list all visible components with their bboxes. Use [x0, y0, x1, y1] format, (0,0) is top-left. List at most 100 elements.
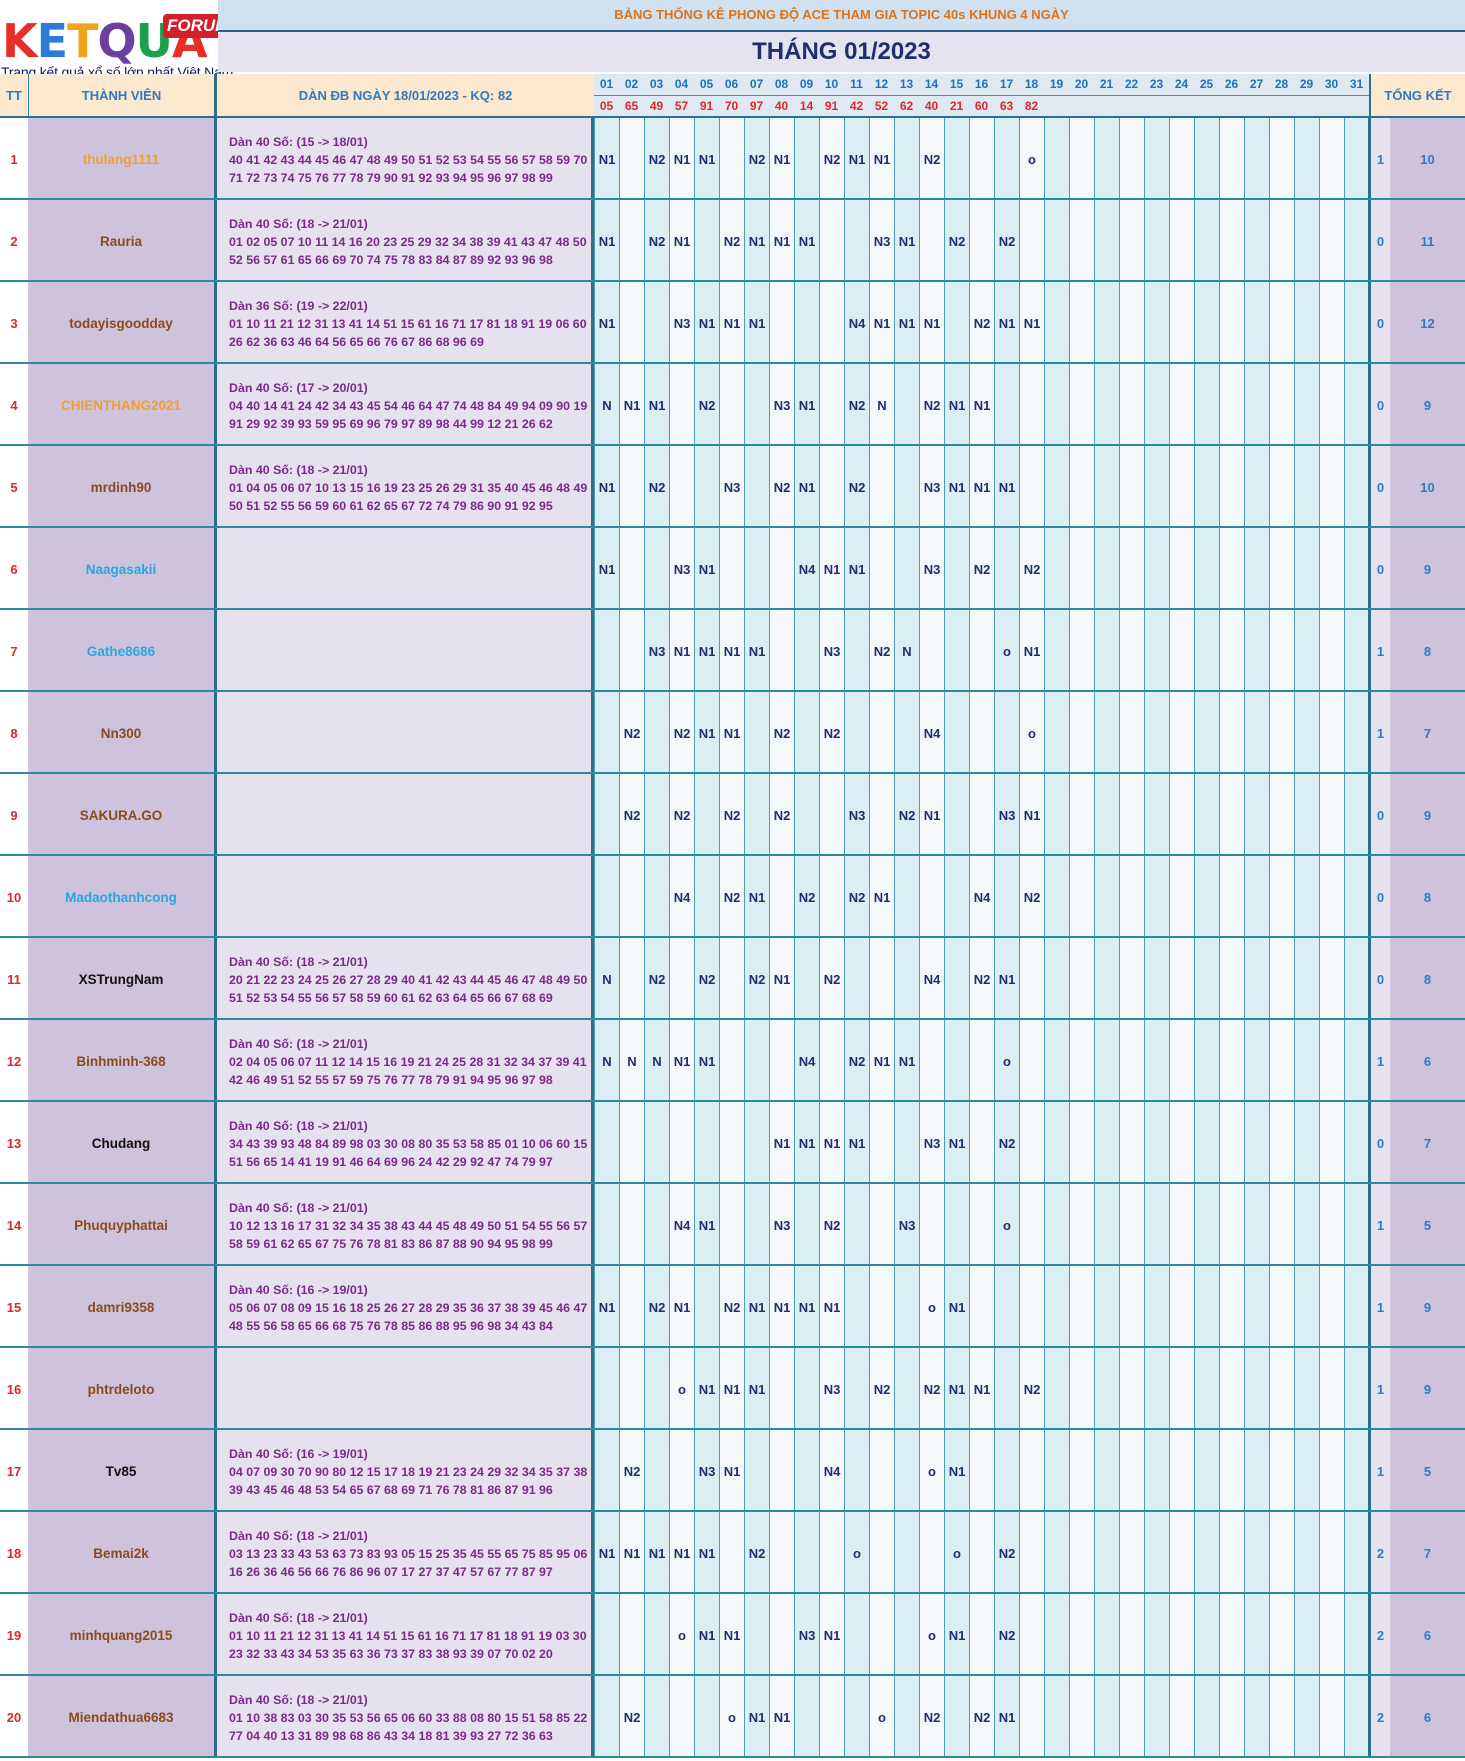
day-cell — [1194, 774, 1219, 856]
member-name[interactable]: thulang1111 — [28, 118, 214, 200]
day-cell — [869, 1512, 894, 1594]
member-name[interactable]: mrdinh90 — [28, 446, 214, 528]
day-cell — [1119, 282, 1144, 364]
row-number: 6 — [0, 528, 28, 610]
day-cell — [1169, 692, 1194, 774]
day-cell — [744, 528, 769, 610]
day-cell: N1 — [1019, 282, 1044, 364]
day-cell — [1144, 1676, 1169, 1758]
day-cell — [1044, 610, 1069, 692]
day-cell: N2 — [969, 938, 994, 1020]
day-result: 21 — [944, 95, 969, 117]
day-cell — [1094, 1184, 1119, 1266]
logo-wordmark: KETQUA2 — [2, 14, 218, 122]
day-result: 40 — [919, 95, 944, 117]
day-cell — [1344, 118, 1369, 200]
day-cell — [1144, 364, 1169, 446]
day-cell: N3 — [719, 446, 744, 528]
day-cell — [1019, 1676, 1044, 1758]
summary-total: 11 — [1390, 200, 1465, 282]
day-cell: N1 — [819, 528, 844, 610]
day-result — [1244, 95, 1269, 117]
dan-line: 04 40 14 41 24 42 34 43 45 54 46 64 47 7… — [229, 399, 588, 413]
dan-numbers: Dàn 40 Số: (18 -> 21/01) 01 10 11 21 12 3… — [214, 1594, 594, 1676]
member-name[interactable]: Nn300 — [28, 692, 214, 774]
day-cell — [1144, 1102, 1169, 1184]
member-name[interactable]: minhquang2015 — [28, 1594, 214, 1676]
day-cell — [944, 1676, 969, 1758]
member-name[interactable]: Gathe8686 — [28, 610, 214, 692]
header-summary: TỔNG KẾT — [1368, 74, 1465, 116]
day-cell: o — [669, 1348, 694, 1430]
site-logo[interactable]: KETQUA2 FORUM Trang kết quả xổ số lớn nh… — [0, 0, 233, 122]
day-cell — [1119, 200, 1144, 282]
member-name[interactable]: Rauria — [28, 200, 214, 282]
day-cell — [1169, 364, 1194, 446]
dan-numbers: Dàn 40 Số: (15 -> 18/01) 40 41 42 43 44 4… — [214, 118, 594, 200]
member-name[interactable]: Madaothanhcong — [28, 856, 214, 938]
day-cell — [1044, 938, 1069, 1020]
day-cell — [1119, 446, 1144, 528]
day-number: 31 — [1344, 74, 1369, 95]
day-cell — [619, 1594, 644, 1676]
day-cell — [1169, 1676, 1194, 1758]
member-name[interactable]: damri9358 — [28, 1266, 214, 1348]
member-name[interactable]: Naagasakii — [28, 528, 214, 610]
day-cell — [1169, 1020, 1194, 1102]
dan-line: 51 56 65 14 41 19 91 46 64 69 96 24 42 2… — [229, 1155, 553, 1169]
day-cell — [1019, 200, 1044, 282]
day-cell — [1269, 118, 1294, 200]
row-divider — [0, 1182, 1465, 1184]
day-cell — [594, 1102, 619, 1184]
day-cell: N2 — [769, 774, 794, 856]
day-cell — [1169, 1102, 1194, 1184]
member-name[interactable]: CHIENTHANG2021 — [28, 364, 214, 446]
member-name[interactable]: Phuquyphattai — [28, 1184, 214, 1266]
day-cell: N1 — [869, 118, 894, 200]
day-cell — [819, 856, 844, 938]
day-cell: N1 — [744, 1348, 769, 1430]
day-result — [1219, 95, 1244, 117]
day-cell: N2 — [719, 856, 744, 938]
day-cell — [619, 528, 644, 610]
member-name[interactable]: Tv85 — [28, 1430, 214, 1512]
day-cell — [994, 856, 1019, 938]
member-name[interactable]: Miendathua6683 — [28, 1676, 214, 1758]
day-cell — [994, 1348, 1019, 1430]
member-name[interactable]: phtrdeloto — [28, 1348, 214, 1430]
day-cell — [1069, 938, 1094, 1020]
day-cell — [1119, 692, 1144, 774]
summary-count: 2 — [1368, 1512, 1390, 1594]
day-cell — [919, 856, 944, 938]
day-cell — [1244, 1184, 1269, 1266]
member-name[interactable]: Binhminh-368 — [28, 1020, 214, 1102]
day-result — [1344, 95, 1369, 117]
day-cell — [1194, 200, 1219, 282]
row-number: 10 — [0, 856, 28, 938]
member-name[interactable]: Chudang — [28, 1102, 214, 1184]
day-cell — [1319, 1266, 1344, 1348]
member-name[interactable]: todayisgoodday — [28, 282, 214, 364]
day-result: 49 — [644, 95, 669, 117]
day-cell: N2 — [744, 938, 769, 1020]
summary-total: 8 — [1390, 610, 1465, 692]
summary-total: 7 — [1390, 1102, 1465, 1184]
row-number: 12 — [0, 1020, 28, 1102]
member-name[interactable]: SAKURA.GO — [28, 774, 214, 856]
day-cell — [619, 446, 644, 528]
day-cell — [1094, 1512, 1119, 1594]
day-number: 30 — [1319, 74, 1344, 95]
day-cell — [1144, 200, 1169, 282]
day-cell — [994, 364, 1019, 446]
day-result — [1119, 95, 1144, 117]
day-cell — [1244, 364, 1269, 446]
day-cell — [1269, 1266, 1294, 1348]
day-cell — [1144, 1266, 1169, 1348]
member-name[interactable]: XSTrungNam — [28, 938, 214, 1020]
day-cell — [1069, 692, 1094, 774]
dan-line: 16 26 36 46 56 66 76 86 96 07 17 27 37 4… — [229, 1565, 553, 1579]
day-cell — [1044, 1184, 1069, 1266]
member-name[interactable]: Bemai2k — [28, 1512, 214, 1594]
day-result — [1044, 95, 1069, 117]
day-number: 03 — [644, 74, 669, 95]
